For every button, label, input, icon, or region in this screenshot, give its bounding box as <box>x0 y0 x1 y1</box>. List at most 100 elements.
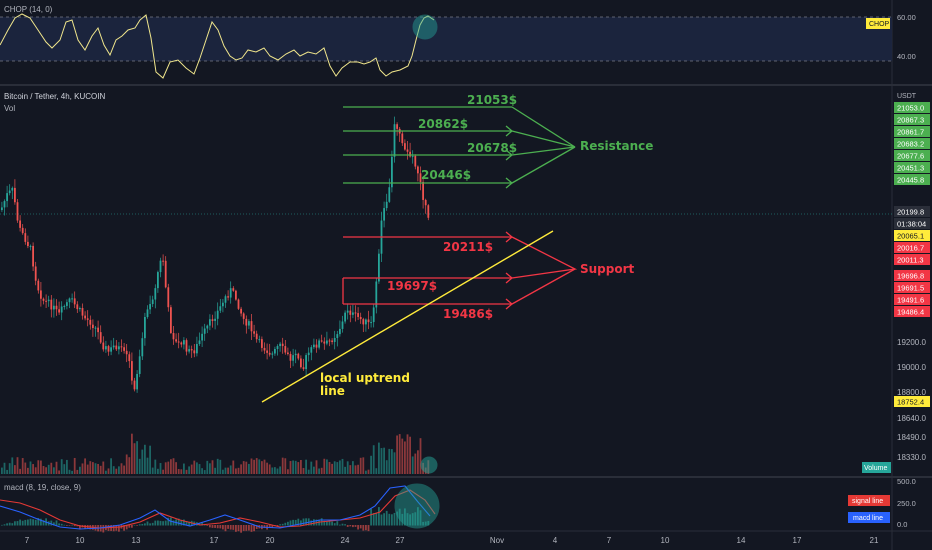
macd-histogram-bar <box>294 519 297 526</box>
candle-body <box>401 133 404 144</box>
volume-bar <box>315 460 318 474</box>
candle-body <box>214 318 216 321</box>
candle-body <box>292 355 294 361</box>
candle-body <box>198 340 201 345</box>
candle-body <box>183 340 185 345</box>
candle-body <box>411 155 414 157</box>
macd-histogram-bar <box>32 519 34 526</box>
candle-body <box>339 328 341 335</box>
candle-body <box>185 340 188 352</box>
volume-bar <box>237 467 240 474</box>
volume-bar <box>302 468 305 474</box>
candle-body <box>344 312 346 322</box>
signal-tag: signal line <box>852 498 883 505</box>
chop-tag-bg <box>866 18 890 29</box>
price-label: 20683.2 <box>897 140 924 149</box>
time-axis-tick: Nov <box>490 536 504 545</box>
candle-body <box>219 306 222 311</box>
macd-histogram-bar <box>151 522 154 526</box>
volume-bar <box>261 461 263 474</box>
price-label-bg <box>894 230 930 241</box>
price-label-bg <box>894 218 930 229</box>
candle-body <box>349 310 352 315</box>
volume-bar <box>404 441 406 474</box>
macd-histogram-bar <box>253 525 255 532</box>
candle-body <box>193 350 196 354</box>
volume-bar <box>3 462 6 474</box>
candle-body <box>318 340 320 348</box>
candle-body <box>53 305 55 310</box>
macd-histogram-bar <box>242 525 245 531</box>
volume-bar <box>29 461 32 474</box>
macd-histogram-bar <box>224 525 227 532</box>
macd-histogram-bar <box>50 520 53 526</box>
volume-bar <box>214 467 216 474</box>
candle-body <box>424 199 427 206</box>
volume-bar <box>216 458 219 474</box>
macd-histogram-bar <box>183 519 185 526</box>
candle-body <box>190 349 193 351</box>
volume-bar <box>284 458 287 474</box>
price-axis-tick: 18330.0 <box>897 453 926 462</box>
volume-bar <box>24 462 27 474</box>
volume-bar <box>170 459 172 474</box>
candle-body <box>240 308 242 314</box>
candle-body <box>84 315 86 319</box>
candle-body <box>58 309 60 313</box>
candle-body <box>287 352 289 354</box>
candle-body <box>245 318 248 326</box>
volume-bar <box>235 468 237 474</box>
volume-bar <box>14 465 16 474</box>
candle-body <box>274 348 276 354</box>
candle-body <box>157 272 159 289</box>
volume-bar <box>396 435 398 474</box>
macd-histogram-bar <box>406 513 409 526</box>
resistance-lines[interactable] <box>343 106 576 189</box>
candle-body <box>159 260 162 273</box>
macd-histogram-bar <box>14 521 16 526</box>
candle-body <box>32 245 34 267</box>
volume-bar <box>310 461 313 474</box>
candle-body <box>68 298 71 303</box>
volume-bar <box>94 463 97 474</box>
volume-bar <box>159 463 162 474</box>
macd-histogram-bar <box>3 524 6 526</box>
macd-histogram-bar <box>128 525 131 528</box>
macd-histogram-bar <box>245 525 248 531</box>
volume-bar <box>19 468 21 474</box>
price-axis-tick: 19000.0 <box>897 363 926 372</box>
candle-body <box>248 321 250 326</box>
volume-bar <box>55 461 58 474</box>
volume-bar <box>146 457 149 474</box>
candle-body <box>235 290 237 300</box>
candle-body <box>232 288 235 291</box>
candle-body <box>123 347 125 351</box>
chop-highlight-circle <box>412 14 438 40</box>
candle-body <box>66 302 68 306</box>
price-label-bg <box>894 174 930 185</box>
candle-body <box>3 201 6 208</box>
time-axis-tick: 27 <box>396 536 405 545</box>
candle-body <box>255 333 258 340</box>
time-axis-tick: 10 <box>661 536 670 545</box>
macd-histogram-bar <box>219 525 222 529</box>
macd-histogram-bar <box>396 511 398 526</box>
price-label: 20016.7 <box>897 244 924 253</box>
candle-body <box>253 331 255 334</box>
candle-body <box>21 227 24 234</box>
volume-bar <box>162 469 164 474</box>
candle-body <box>396 124 398 129</box>
macd-histogram-bar <box>305 518 307 526</box>
volume-bar <box>164 462 167 474</box>
macd-histogram-bar <box>284 522 287 526</box>
volume-bar <box>287 469 289 474</box>
macd-histogram-bar <box>214 525 216 528</box>
volume-tag: Volume <box>864 465 887 472</box>
volume-bar <box>60 459 63 474</box>
uptrend-line[interactable] <box>261 230 554 403</box>
macd-histogram-bar <box>8 522 11 526</box>
candle-body <box>118 346 120 350</box>
volume-bar <box>409 436 411 474</box>
time-axis-tick: 4 <box>553 536 558 545</box>
